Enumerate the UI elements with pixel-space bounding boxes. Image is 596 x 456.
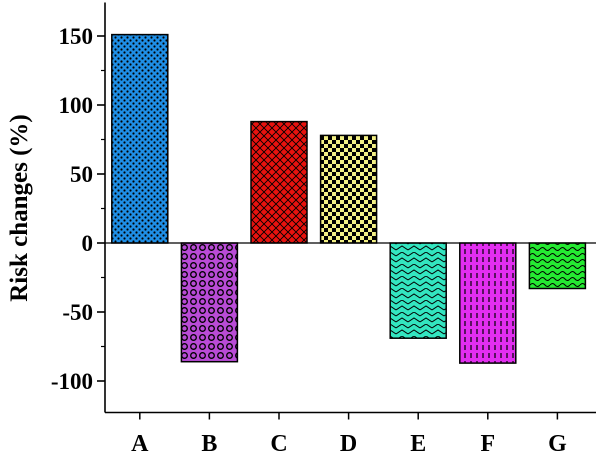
x-tick-label-C: C xyxy=(270,431,287,456)
bar-A xyxy=(111,33,169,244)
x-tick-label-E: E xyxy=(410,431,426,456)
bar-C xyxy=(250,120,308,244)
bar-E xyxy=(389,242,447,339)
x-tick-label-F: F xyxy=(480,431,495,456)
y-tick-label: 100 xyxy=(59,93,94,118)
labels-group: A B C D E F G 150 100 50 0 -50 -100 xyxy=(51,24,567,456)
y-tick-label: -100 xyxy=(51,369,93,394)
bar-B xyxy=(180,242,239,363)
y-tick-label: -50 xyxy=(62,300,93,325)
x-tick-label-A: A xyxy=(131,431,149,456)
bar-D xyxy=(319,134,378,244)
x-tick-label-D: D xyxy=(340,431,357,456)
y-tick-label: 0 xyxy=(82,231,94,256)
bar-F xyxy=(459,242,517,364)
y-axis-title: Risk changes (%) xyxy=(6,114,33,302)
bars-group xyxy=(111,33,587,364)
x-tick-label-B: B xyxy=(201,431,217,456)
axes-group xyxy=(104,2,596,414)
y-tick-label: 50 xyxy=(70,162,93,187)
y-tick-label: 150 xyxy=(59,24,94,49)
bar-G xyxy=(528,242,587,290)
x-tick-label-G: G xyxy=(548,431,567,456)
